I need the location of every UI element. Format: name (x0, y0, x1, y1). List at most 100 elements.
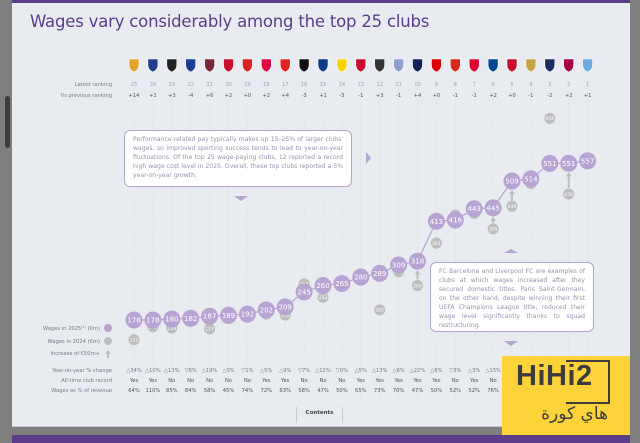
wages-2025-dot (541, 154, 559, 172)
latest-ranking-value: 21 (206, 82, 213, 88)
note-arrow-down-icon (234, 196, 248, 201)
aston-villa-crest-icon (393, 58, 404, 73)
wages-pct-value: 64% (128, 388, 140, 394)
wages-2025-label: 189 (222, 312, 235, 320)
juventus-crest-icon (298, 58, 310, 73)
wages-pct-value: 50% (431, 388, 443, 394)
record-value: Yes (393, 378, 403, 384)
yoy-change-value: △0% (222, 368, 234, 374)
wages-pct-value: 65% (355, 388, 367, 394)
vs-previous-value: +4 (281, 93, 289, 99)
ac-milan-crest-icon (223, 58, 234, 73)
wages-2025-dot (314, 277, 332, 295)
vs-previous-value: +1 (584, 93, 592, 99)
row-label-record: All-time club record (61, 378, 112, 384)
wages-2025-label: 209 (279, 303, 292, 311)
wages-2025-label: 280 (354, 274, 367, 282)
wages-2025-dot (125, 311, 143, 329)
legend-label-2025: Wages in 2025⁽¹⁾ (€m) (43, 326, 100, 332)
wages-2025-label: 318 (411, 258, 424, 266)
vs-previous-value: +3 (376, 93, 384, 99)
record-value: No (452, 378, 459, 384)
latest-ranking-value: 12 (376, 82, 383, 88)
increase-arrow-head-icon (565, 172, 572, 177)
wages-2025-dot (352, 268, 370, 286)
latest-ranking-value: 4 (529, 82, 533, 88)
contents-link[interactable]: Contents (296, 407, 343, 423)
wages-2025-label: 309 (392, 261, 405, 269)
record-value: Yes (148, 378, 158, 384)
wages-2025-dot (182, 309, 200, 327)
yoy-change-value: △8% (430, 368, 442, 374)
wages-pct-value: 58% (204, 388, 216, 394)
legend-label-2024: Wages in 2024 (€m) (48, 339, 100, 345)
wages-pct-value: 76% (487, 388, 499, 394)
record-value: No (338, 378, 345, 384)
yoy-change-value: ▽6% (185, 368, 197, 374)
west-ham-crest-icon (204, 58, 215, 73)
wages-2025-label: 187 (203, 313, 216, 321)
atletico-crest-icon (355, 58, 367, 73)
wages-2024-label: 232 (319, 295, 328, 301)
wages-2025-dot (522, 170, 540, 188)
wages-2025-label: 557 (581, 157, 594, 165)
latest-ranking-value: 1 (586, 82, 589, 88)
liverpool-crest-icon (506, 58, 518, 73)
row-label-wages-pct: Wages as % of revenue (51, 388, 112, 394)
wages-2025-label: 445 (486, 204, 499, 212)
record-value: Yes (129, 378, 139, 384)
latest-ranking-value: 20 (225, 82, 232, 88)
wages-2024-label: 395 (489, 227, 498, 233)
legend-label-increase: Increase of €50m+ (50, 351, 100, 357)
real-madrid-crest-icon (525, 58, 537, 73)
wages-2024-dot (506, 200, 518, 212)
record-value: Yes (375, 378, 385, 384)
note-arrow-down-icon (504, 341, 518, 346)
legend-2025-dot (104, 324, 112, 332)
latest-ranking-value: 11 (395, 82, 402, 88)
record-value: No (168, 378, 175, 384)
latest-ranking-value: 16 (301, 82, 308, 88)
row-label-vs-previous: Vs previous ranking (61, 93, 112, 99)
wages-2025-dot (465, 200, 483, 218)
wages-2025-dot (144, 311, 162, 329)
record-value: Yes (280, 378, 290, 384)
wages-2025-dot (220, 306, 237, 324)
bayern-crest-icon (468, 58, 480, 73)
dortmund-crest-icon (336, 58, 348, 73)
record-value: No (244, 378, 251, 384)
latest-ranking-value: 15 (320, 82, 327, 88)
wages-2025-dot (390, 256, 408, 274)
latest-ranking-value: 10 (414, 82, 421, 88)
scrollbar[interactable] (5, 96, 10, 148)
wages-2025-dot (201, 307, 219, 325)
watermark-latin-text: HiHi2 (516, 360, 593, 392)
wages-2024-label: 159 (167, 326, 176, 332)
record-value: Yes (356, 378, 366, 384)
yoy-change-value: △13% (164, 368, 180, 374)
wages-2025-dot (238, 305, 256, 323)
vs-previous-value: +1 (149, 93, 157, 99)
wages-pct-value: 84% (185, 388, 197, 394)
vs-previous-value: -1 (396, 93, 401, 99)
wages-2025-label: 260 (316, 282, 329, 290)
vs-previous-value: +2 (225, 93, 233, 99)
wages-2024-label: 202 (375, 308, 384, 314)
wages-2025-label: 265 (335, 280, 348, 288)
wages-2024-dot (128, 334, 140, 346)
vs-previous-value: +0 (508, 93, 516, 99)
latest-ranking-value: 14 (339, 82, 346, 88)
wages-2025-dot (484, 199, 502, 217)
vs-previous-value: -1 (358, 93, 363, 99)
wages-pct-value: 110% (145, 388, 160, 394)
latest-ranking-value: 22 (187, 82, 194, 88)
yoy-change-value: △5% (355, 368, 367, 374)
yoy-change-value: ▽1% (241, 368, 253, 374)
vs-previous-value: +4 (414, 93, 422, 99)
yoy-change-value: △13% (485, 368, 501, 374)
vs-previous-value: -1 (453, 93, 458, 99)
wages-2025-label: 178 (146, 317, 159, 325)
row-label-latest-ranking: Latest ranking (75, 82, 112, 88)
wages-pct-value: 85% (166, 388, 178, 394)
wages-2025-label: 289 (373, 270, 386, 278)
